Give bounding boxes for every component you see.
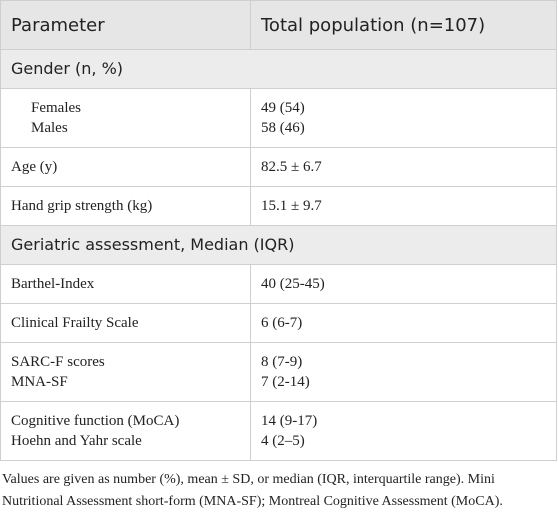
parameter: SARC-F scores: [11, 354, 105, 370]
value: 49 (54): [261, 100, 305, 116]
section-label: Gender (n, %): [0, 49, 557, 89]
table-header: Parameter Total population (n=107): [0, 0, 557, 50]
value-cell: 49 (54) 58 (46): [250, 88, 557, 148]
value: 82.5 ± 6.7: [261, 159, 322, 175]
value: 58 (46): [261, 120, 305, 136]
header-cell: Total population (n=107): [250, 0, 557, 50]
header-row: Parameter Total population (n=107): [0, 0, 557, 50]
table-row: Females Males 49 (54) 58 (46): [0, 88, 557, 148]
parameter: Males: [31, 120, 68, 136]
parameter-cell: Barthel-Index: [0, 264, 251, 304]
data-table: Parameter Total population (n=107) Gende…: [0, 0, 557, 461]
value-cell: 6 (6-7): [250, 303, 557, 343]
value-cell: 82.5 ± 6.7: [250, 147, 557, 187]
parameter-cell: Clinical Frailty Scale: [0, 303, 251, 343]
parameter-cell: SARC-F scores MNA-SF: [0, 342, 251, 402]
table-row: Geriatric assessment, Median (IQR): [0, 225, 557, 265]
table-row: Gender (n, %): [0, 49, 557, 89]
parameter: Females: [31, 100, 81, 116]
value: 40 (25-45): [261, 276, 325, 292]
value: 4 (2–5): [261, 433, 305, 449]
footnote: Values are given as number (%), mean ± S…: [2, 472, 503, 509]
parameter: MNA-SF: [11, 374, 68, 390]
table-row: Clinical Frailty Scale 6 (6-7): [0, 303, 557, 343]
parameter-cell: Females Males: [0, 88, 251, 148]
value-cell: 14 (9-17) 4 (2–5): [250, 401, 557, 461]
value: 8 (7-9): [261, 354, 303, 370]
parameter: Hand grip strength (kg): [11, 198, 153, 214]
parameter-cell: Cognitive function (MoCA) Hoehn and Yahr …: [0, 401, 251, 461]
table-row: Hand grip strength (kg) 15.1 ± 9.7: [0, 186, 557, 226]
value-cell: 15.1 ± 9.7: [250, 186, 557, 226]
value: 15.1 ± 9.7: [261, 198, 322, 214]
parameter: Barthel-Index: [11, 276, 95, 292]
value-cell: 8 (7-9) 7 (2-14): [250, 342, 557, 402]
parameter: Hoehn and Yahr scale: [11, 433, 142, 449]
table-row: Barthel-Index 40 (25-45): [0, 264, 557, 304]
value-cell: 40 (25-45): [250, 264, 557, 304]
parameter: Cognitive function (MoCA): [11, 413, 180, 429]
value: 7 (2-14): [261, 374, 310, 390]
table-body: Gender (n, %) Females Males 49 (54) 58 (46) A…: [0, 49, 557, 461]
value: 14 (9-17): [261, 413, 318, 429]
parameter: Age (y): [11, 159, 58, 175]
parameter-cell: Hand grip strength (kg): [0, 186, 251, 226]
table-row: Cognitive function (MoCA) Hoehn and Yahr …: [0, 401, 557, 461]
table-row: SARC-F scores MNA-SF 8 (7-9) 7 (2-14): [0, 342, 557, 402]
header-cell: Parameter: [0, 0, 251, 50]
parameter-cell: Age (y): [0, 147, 251, 187]
section-label: Geriatric assessment, Median (IQR): [0, 225, 557, 265]
parameter: Clinical Frailty Scale: [11, 315, 139, 331]
value: 6 (6-7): [261, 315, 303, 331]
table-row: Age (y) 82.5 ± 6.7: [0, 147, 557, 187]
